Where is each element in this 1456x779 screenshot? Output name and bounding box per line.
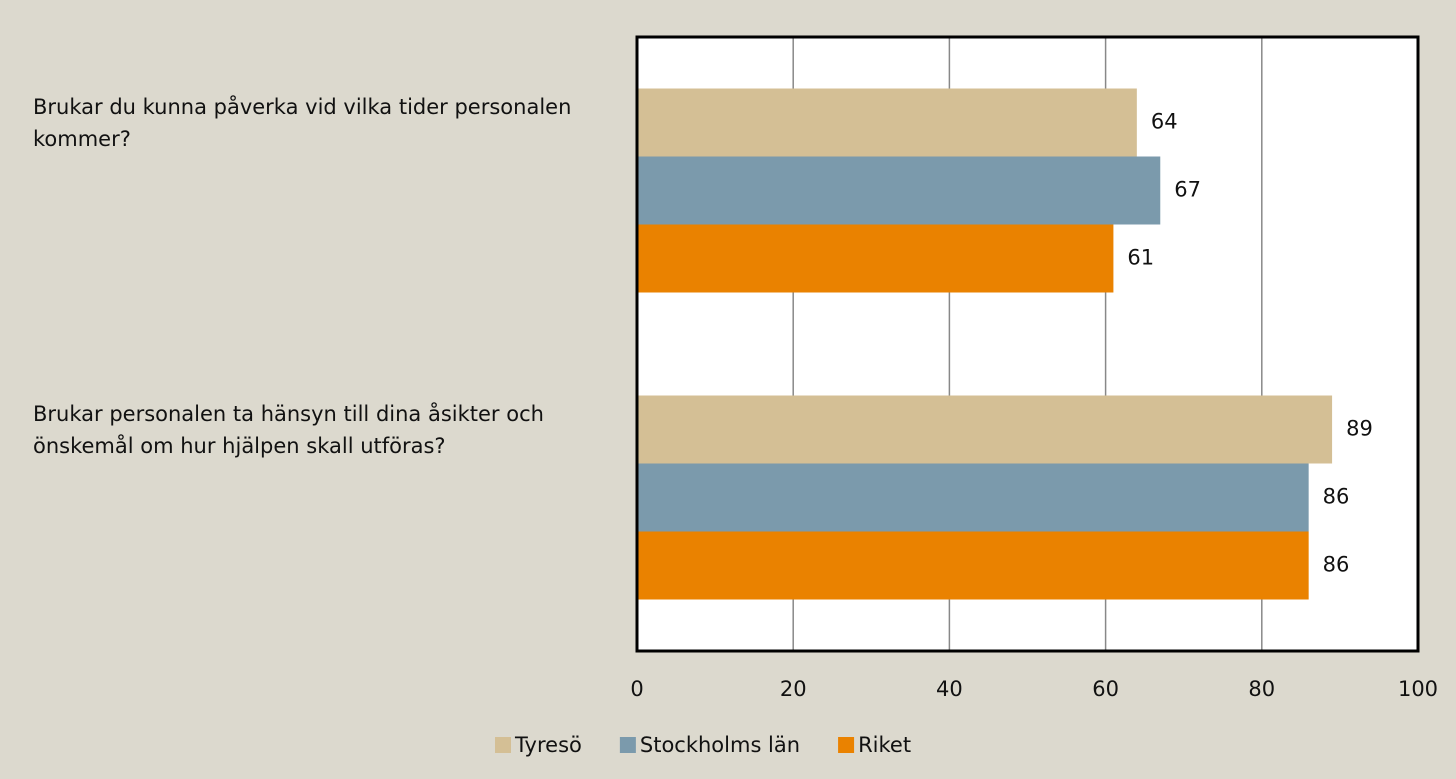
value-label: 67 (1174, 178, 1201, 202)
plot-border (635, 35, 1420, 653)
bar (637, 156, 1161, 225)
value-label: 86 (1323, 553, 1350, 577)
bar (637, 395, 1333, 464)
legend-label: Riket (858, 733, 911, 757)
value-label: 86 (1323, 485, 1350, 509)
bar (637, 531, 1309, 600)
x-tick-label: 40 (936, 677, 963, 701)
value-label: 89 (1346, 417, 1373, 441)
value-label: 61 (1127, 246, 1154, 270)
category-label: Brukar du kunna påverka vid vilka tider … (33, 95, 572, 152)
x-tick-label: 60 (1092, 677, 1119, 701)
x-tick-label: 80 (1248, 677, 1275, 701)
x-tick-label: 20 (780, 677, 807, 701)
x-tick-label: 100 (1398, 677, 1438, 701)
legend-swatch (619, 737, 636, 753)
bar (637, 463, 1309, 532)
x-tick-label: 0 (630, 677, 643, 701)
legend-swatch (495, 737, 511, 753)
bar (637, 224, 1114, 293)
legend-swatch (838, 737, 855, 753)
category-label: Brukar personalen ta hänsyn till dina ås… (33, 402, 544, 459)
bar (637, 88, 1137, 157)
legend-label: Tyresö (514, 733, 582, 757)
legend-label: Stockholms län (640, 733, 800, 757)
value-label: 64 (1151, 110, 1178, 134)
